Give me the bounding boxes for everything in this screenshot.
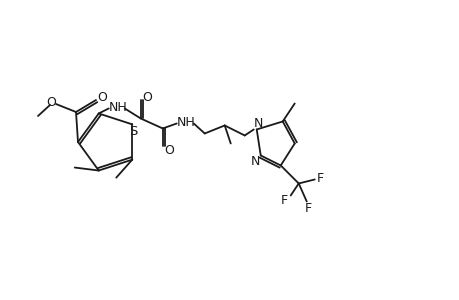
Text: N: N [253,117,263,130]
Text: O: O [97,91,106,103]
Text: NH: NH [108,101,127,114]
Text: O: O [141,91,151,104]
Text: O: O [46,95,56,109]
Text: F: F [316,172,324,185]
Text: F: F [280,194,288,207]
Text: NH: NH [176,116,195,129]
Text: S: S [129,125,137,138]
Text: O: O [163,144,174,157]
Text: F: F [304,202,312,215]
Text: N: N [251,155,260,168]
